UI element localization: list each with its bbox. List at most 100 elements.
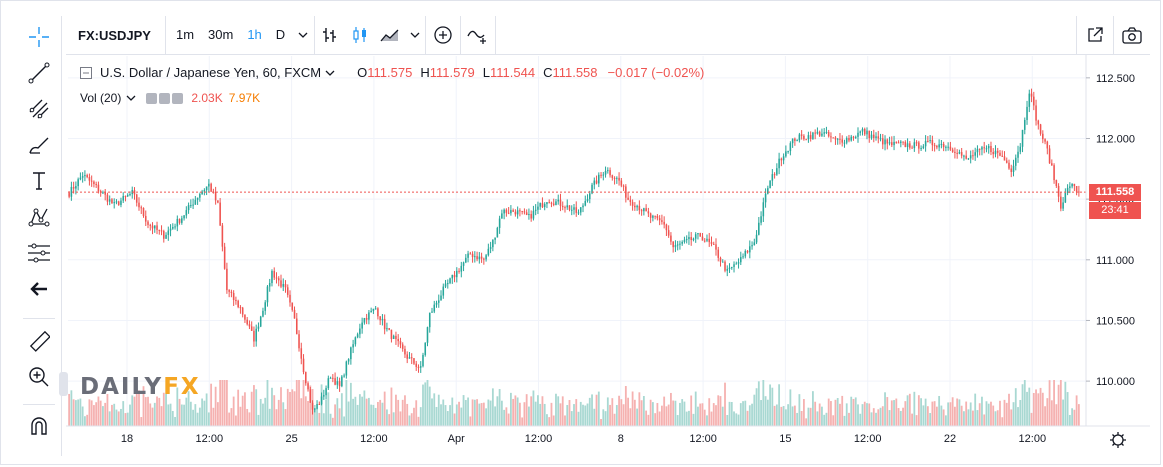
volume-bar	[216, 402, 219, 426]
trend-line-icon[interactable]	[24, 58, 54, 88]
volume-bar	[440, 404, 442, 426]
candle-body	[1048, 148, 1051, 164]
candle-body	[386, 328, 388, 330]
eye-icon[interactable]	[146, 92, 158, 104]
candle-body	[271, 270, 273, 284]
volume-bar	[579, 401, 582, 426]
candle-body	[1042, 133, 1044, 140]
interval-30m-button[interactable]: 30m	[208, 27, 234, 42]
volume-bar	[996, 410, 999, 426]
candle-body	[918, 142, 920, 149]
collapse-legend-icon[interactable]	[80, 66, 92, 79]
settings-icon[interactable]	[159, 92, 171, 104]
candle-body	[593, 180, 596, 185]
ruler-icon[interactable]	[24, 326, 54, 356]
candle-body	[1075, 186, 1078, 192]
magnet-icon[interactable]	[24, 411, 54, 441]
candle-body	[289, 294, 291, 303]
measure-icon[interactable]	[24, 238, 54, 268]
candle-body	[1037, 120, 1040, 125]
zoom-in-icon[interactable]	[24, 362, 54, 392]
volume-bar	[525, 394, 528, 426]
candle-body	[800, 134, 803, 136]
interval-1m-button[interactable]: 1m	[175, 27, 195, 42]
symbol-search-button[interactable]: FX:USDJPY	[78, 27, 151, 43]
back-arrow-icon[interactable]	[24, 274, 54, 304]
candle-body	[667, 230, 670, 236]
candle-body	[724, 261, 726, 271]
candle-body	[259, 316, 262, 327]
volume-bar	[771, 387, 774, 426]
more-icon[interactable]	[172, 92, 184, 104]
watermark-daily: DAILY	[80, 374, 164, 400]
candle-body	[920, 148, 922, 150]
candle-body	[327, 378, 330, 389]
volume-bar	[388, 414, 391, 426]
snapshot-camera-icon[interactable]	[1114, 16, 1150, 54]
volume-bar	[1032, 392, 1035, 426]
candle-body	[728, 267, 731, 269]
volume-bar	[1028, 387, 1031, 426]
chevron-down-icon[interactable]	[405, 16, 425, 54]
volume-bar	[124, 413, 127, 426]
candle-body	[990, 145, 992, 153]
candle-body	[1051, 163, 1053, 166]
area-style-icon[interactable]	[375, 16, 405, 54]
candle-body	[555, 201, 557, 205]
candle-body	[749, 246, 751, 253]
volume-bar	[976, 410, 979, 426]
interval-d-button[interactable]: D	[275, 27, 286, 42]
candle-body	[277, 278, 280, 281]
volume-bar	[1037, 393, 1040, 426]
candle-body	[163, 231, 165, 239]
volume-bar	[379, 399, 382, 426]
volume-bar	[185, 397, 188, 426]
fib-icon[interactable]	[24, 94, 54, 124]
low-label: L	[482, 65, 490, 80]
volume-bar	[345, 380, 348, 426]
candle-body	[909, 143, 911, 148]
price-axis: 112.500112.000111.500111.000110.500110.0…	[1086, 73, 1135, 388]
volume-bar	[509, 392, 512, 426]
volume-bar	[963, 411, 965, 426]
candle-body	[489, 247, 492, 249]
text-icon[interactable]	[24, 166, 54, 196]
candle-body	[1060, 196, 1062, 209]
sidebar-collapse-handle[interactable]	[59, 372, 68, 396]
candle-body	[825, 131, 828, 133]
candles-icon[interactable]	[345, 16, 375, 54]
volume-legend: Vol (20) 2.03K 7.97K	[80, 91, 260, 105]
indicators-icon[interactable]	[461, 16, 495, 54]
candle-body	[1023, 119, 1026, 130]
volume-bar	[115, 409, 118, 426]
interval-1h-button[interactable]: 1h	[247, 27, 262, 42]
volume-bar	[413, 407, 415, 426]
volume-bar	[160, 406, 163, 426]
candle-body	[895, 141, 898, 143]
volume-bar	[735, 413, 738, 426]
volume-bar	[908, 393, 911, 426]
candle-body	[153, 225, 156, 229]
chevron-down-icon[interactable]	[325, 70, 335, 76]
volume-bar	[322, 413, 325, 426]
pattern-icon[interactable]	[24, 202, 54, 232]
volume-bar	[737, 414, 740, 426]
fullscreen-icon[interactable]	[1077, 16, 1113, 54]
volume-bar	[433, 393, 436, 426]
add-compare-icon[interactable]	[426, 16, 460, 54]
crosshair-icon[interactable]	[24, 22, 54, 52]
candle-body	[951, 149, 954, 152]
bar-style-icon[interactable]	[315, 16, 345, 54]
volume-bar	[383, 391, 386, 426]
volume-bar	[593, 408, 596, 426]
time-tick-label: 8	[618, 433, 624, 445]
chevron-down-icon[interactable]	[292, 16, 314, 54]
volume-bar	[455, 404, 458, 426]
candle-body	[769, 180, 771, 189]
brush-icon[interactable]	[24, 130, 54, 160]
volume-value: 2.03K	[191, 91, 223, 105]
chevron-down-icon[interactable]	[126, 95, 136, 101]
volume-bar	[480, 403, 483, 426]
candle-body	[221, 225, 224, 247]
